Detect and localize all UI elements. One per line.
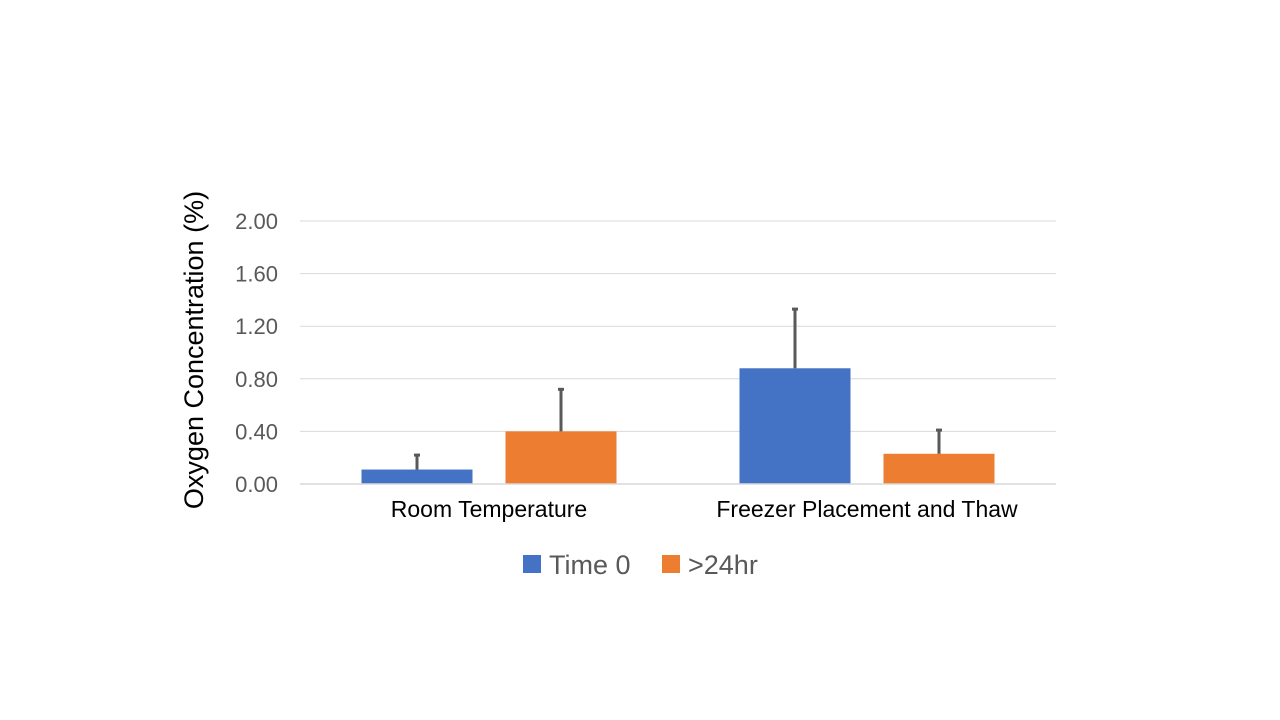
x-category-label: Freezer Placement and Thaw (716, 496, 1018, 522)
legend-label: >24hr (688, 550, 758, 580)
error-bars (414, 307, 942, 470)
x-axis-labels: Room Temperature Freezer Placement and Th… (300, 483, 1056, 522)
y-tick-label: 0.80 (235, 367, 278, 392)
y-tick-label: 0.40 (235, 419, 278, 444)
y-axis-ticks: 0.00 0.40 0.80 1.20 1.60 2.00 (235, 209, 278, 497)
bars (361, 368, 995, 484)
x-category-label: Room Temperature (391, 496, 587, 522)
legend-swatch (662, 555, 680, 573)
legend: Time 0 >24hr (523, 550, 758, 580)
bar-time-0-0 (361, 469, 473, 484)
legend-label: Time 0 (549, 550, 631, 580)
y-tick-label: 0.00 (235, 472, 278, 497)
legend-swatch (523, 555, 541, 573)
y-tick-label: 2.00 (235, 209, 278, 234)
y-tick-label: 1.60 (235, 262, 278, 287)
y-tick-label: 1.20 (235, 314, 278, 339)
bar-time-0-1 (739, 368, 851, 484)
bar-gt-24hr-1 (883, 453, 995, 484)
bar-gt-24hr-0 (505, 431, 617, 484)
y-axis-title: Oxygen Concentration (%) (179, 191, 209, 509)
gridlines (300, 220, 1056, 485)
